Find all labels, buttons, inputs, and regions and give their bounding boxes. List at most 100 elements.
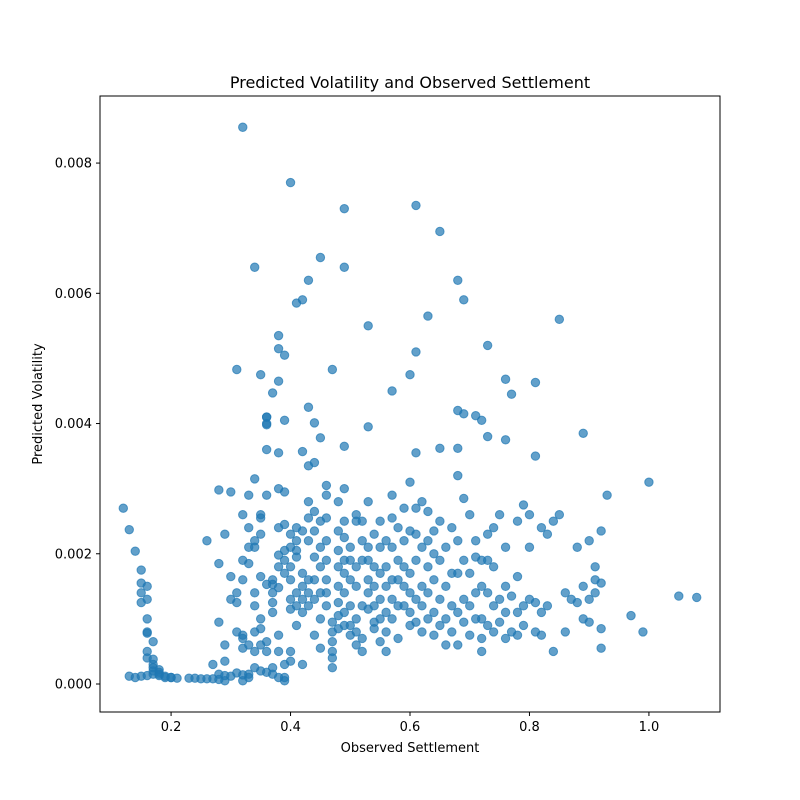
- data-point: [381, 581, 391, 592]
- data-point: [453, 275, 463, 285]
- data-point: [578, 428, 588, 438]
- data-point: [202, 536, 212, 546]
- data-point: [435, 594, 445, 605]
- data-point: [482, 529, 493, 539]
- data-point: [232, 588, 242, 598]
- data-point: [596, 526, 606, 536]
- data-point: [244, 558, 254, 569]
- data-point: [506, 389, 517, 399]
- data-point: [381, 627, 391, 637]
- data-point: [494, 594, 505, 605]
- data-point: [250, 601, 260, 611]
- data-point: [447, 523, 457, 533]
- data-point: [136, 565, 146, 575]
- data-point: [381, 536, 391, 546]
- data-point: [357, 516, 367, 526]
- data-point: [482, 555, 493, 565]
- data-point: [375, 542, 385, 552]
- data-point: [435, 555, 445, 565]
- data-point: [500, 435, 511, 445]
- data-point: [220, 656, 230, 666]
- data-point: [321, 536, 332, 546]
- data-point: [339, 568, 349, 578]
- data-point: [327, 663, 338, 673]
- data-point: [345, 542, 355, 552]
- data-point: [285, 562, 296, 572]
- data-point: [465, 568, 475, 578]
- data-point: [417, 601, 427, 611]
- data-point: [626, 610, 636, 621]
- data-point: [345, 555, 355, 565]
- data-point: [494, 510, 505, 520]
- data-point: [357, 536, 367, 546]
- data-point: [405, 588, 415, 598]
- data-point: [267, 607, 278, 618]
- data-point: [381, 607, 391, 618]
- data-point: [387, 490, 397, 500]
- data-point: [471, 536, 481, 546]
- data-point: [285, 529, 296, 539]
- data-point: [530, 377, 541, 388]
- data-point: [488, 523, 499, 533]
- data-point: [411, 594, 421, 605]
- data-point: [590, 588, 600, 598]
- data-point: [255, 529, 266, 539]
- data-point: [273, 448, 284, 458]
- data-point: [638, 627, 648, 637]
- y-tick-label: 0.008: [55, 157, 92, 172]
- data-point: [488, 627, 499, 637]
- data-point: [309, 552, 320, 562]
- data-point: [572, 597, 582, 608]
- data-point: [261, 490, 272, 500]
- data-point: [333, 496, 344, 507]
- data-point: [441, 640, 451, 650]
- data-point: [494, 617, 505, 627]
- data-point: [459, 409, 469, 419]
- data-point: [465, 601, 475, 611]
- data-point: [339, 483, 349, 494]
- data-point: [471, 588, 481, 598]
- data-point: [459, 295, 469, 305]
- data-point: [321, 555, 332, 565]
- data-point: [255, 571, 266, 582]
- data-point: [548, 646, 559, 657]
- data-point: [572, 542, 582, 552]
- data-point: [327, 364, 338, 375]
- data-point: [315, 542, 326, 552]
- data-point: [441, 614, 451, 624]
- data-point: [512, 607, 523, 618]
- data-point: [530, 597, 541, 608]
- data-point: [369, 623, 379, 634]
- data-point: [285, 646, 296, 657]
- data-point: [459, 555, 469, 565]
- data-point: [417, 496, 427, 507]
- data-point: [279, 568, 290, 578]
- x-tick-label: 1.0: [639, 720, 660, 735]
- data-point: [465, 630, 475, 640]
- data-point: [285, 594, 296, 605]
- data-point: [435, 516, 445, 526]
- data-point: [692, 592, 702, 603]
- data-point: [315, 562, 326, 572]
- data-point: [596, 623, 606, 634]
- data-point: [363, 588, 373, 598]
- data-point: [363, 555, 373, 565]
- data-point: [476, 633, 487, 644]
- data-point: [309, 526, 320, 536]
- data-point: [393, 575, 403, 585]
- data-point: [476, 415, 487, 425]
- data-point: [375, 516, 385, 526]
- data-point: [297, 581, 308, 592]
- y-axis-ticks: 0.000 0.002 0.004 0.006 0.008: [55, 157, 100, 693]
- x-tick-label: 0.2: [161, 720, 182, 735]
- data-point: [214, 485, 224, 495]
- y-tick-label: 0.006: [55, 287, 92, 302]
- data-point: [279, 555, 290, 565]
- data-point: [500, 581, 511, 592]
- data-point: [459, 493, 469, 504]
- data-point: [429, 607, 439, 618]
- data-point: [584, 536, 594, 546]
- data-point: [339, 262, 349, 272]
- data-point: [524, 542, 535, 552]
- data-point: [369, 562, 379, 572]
